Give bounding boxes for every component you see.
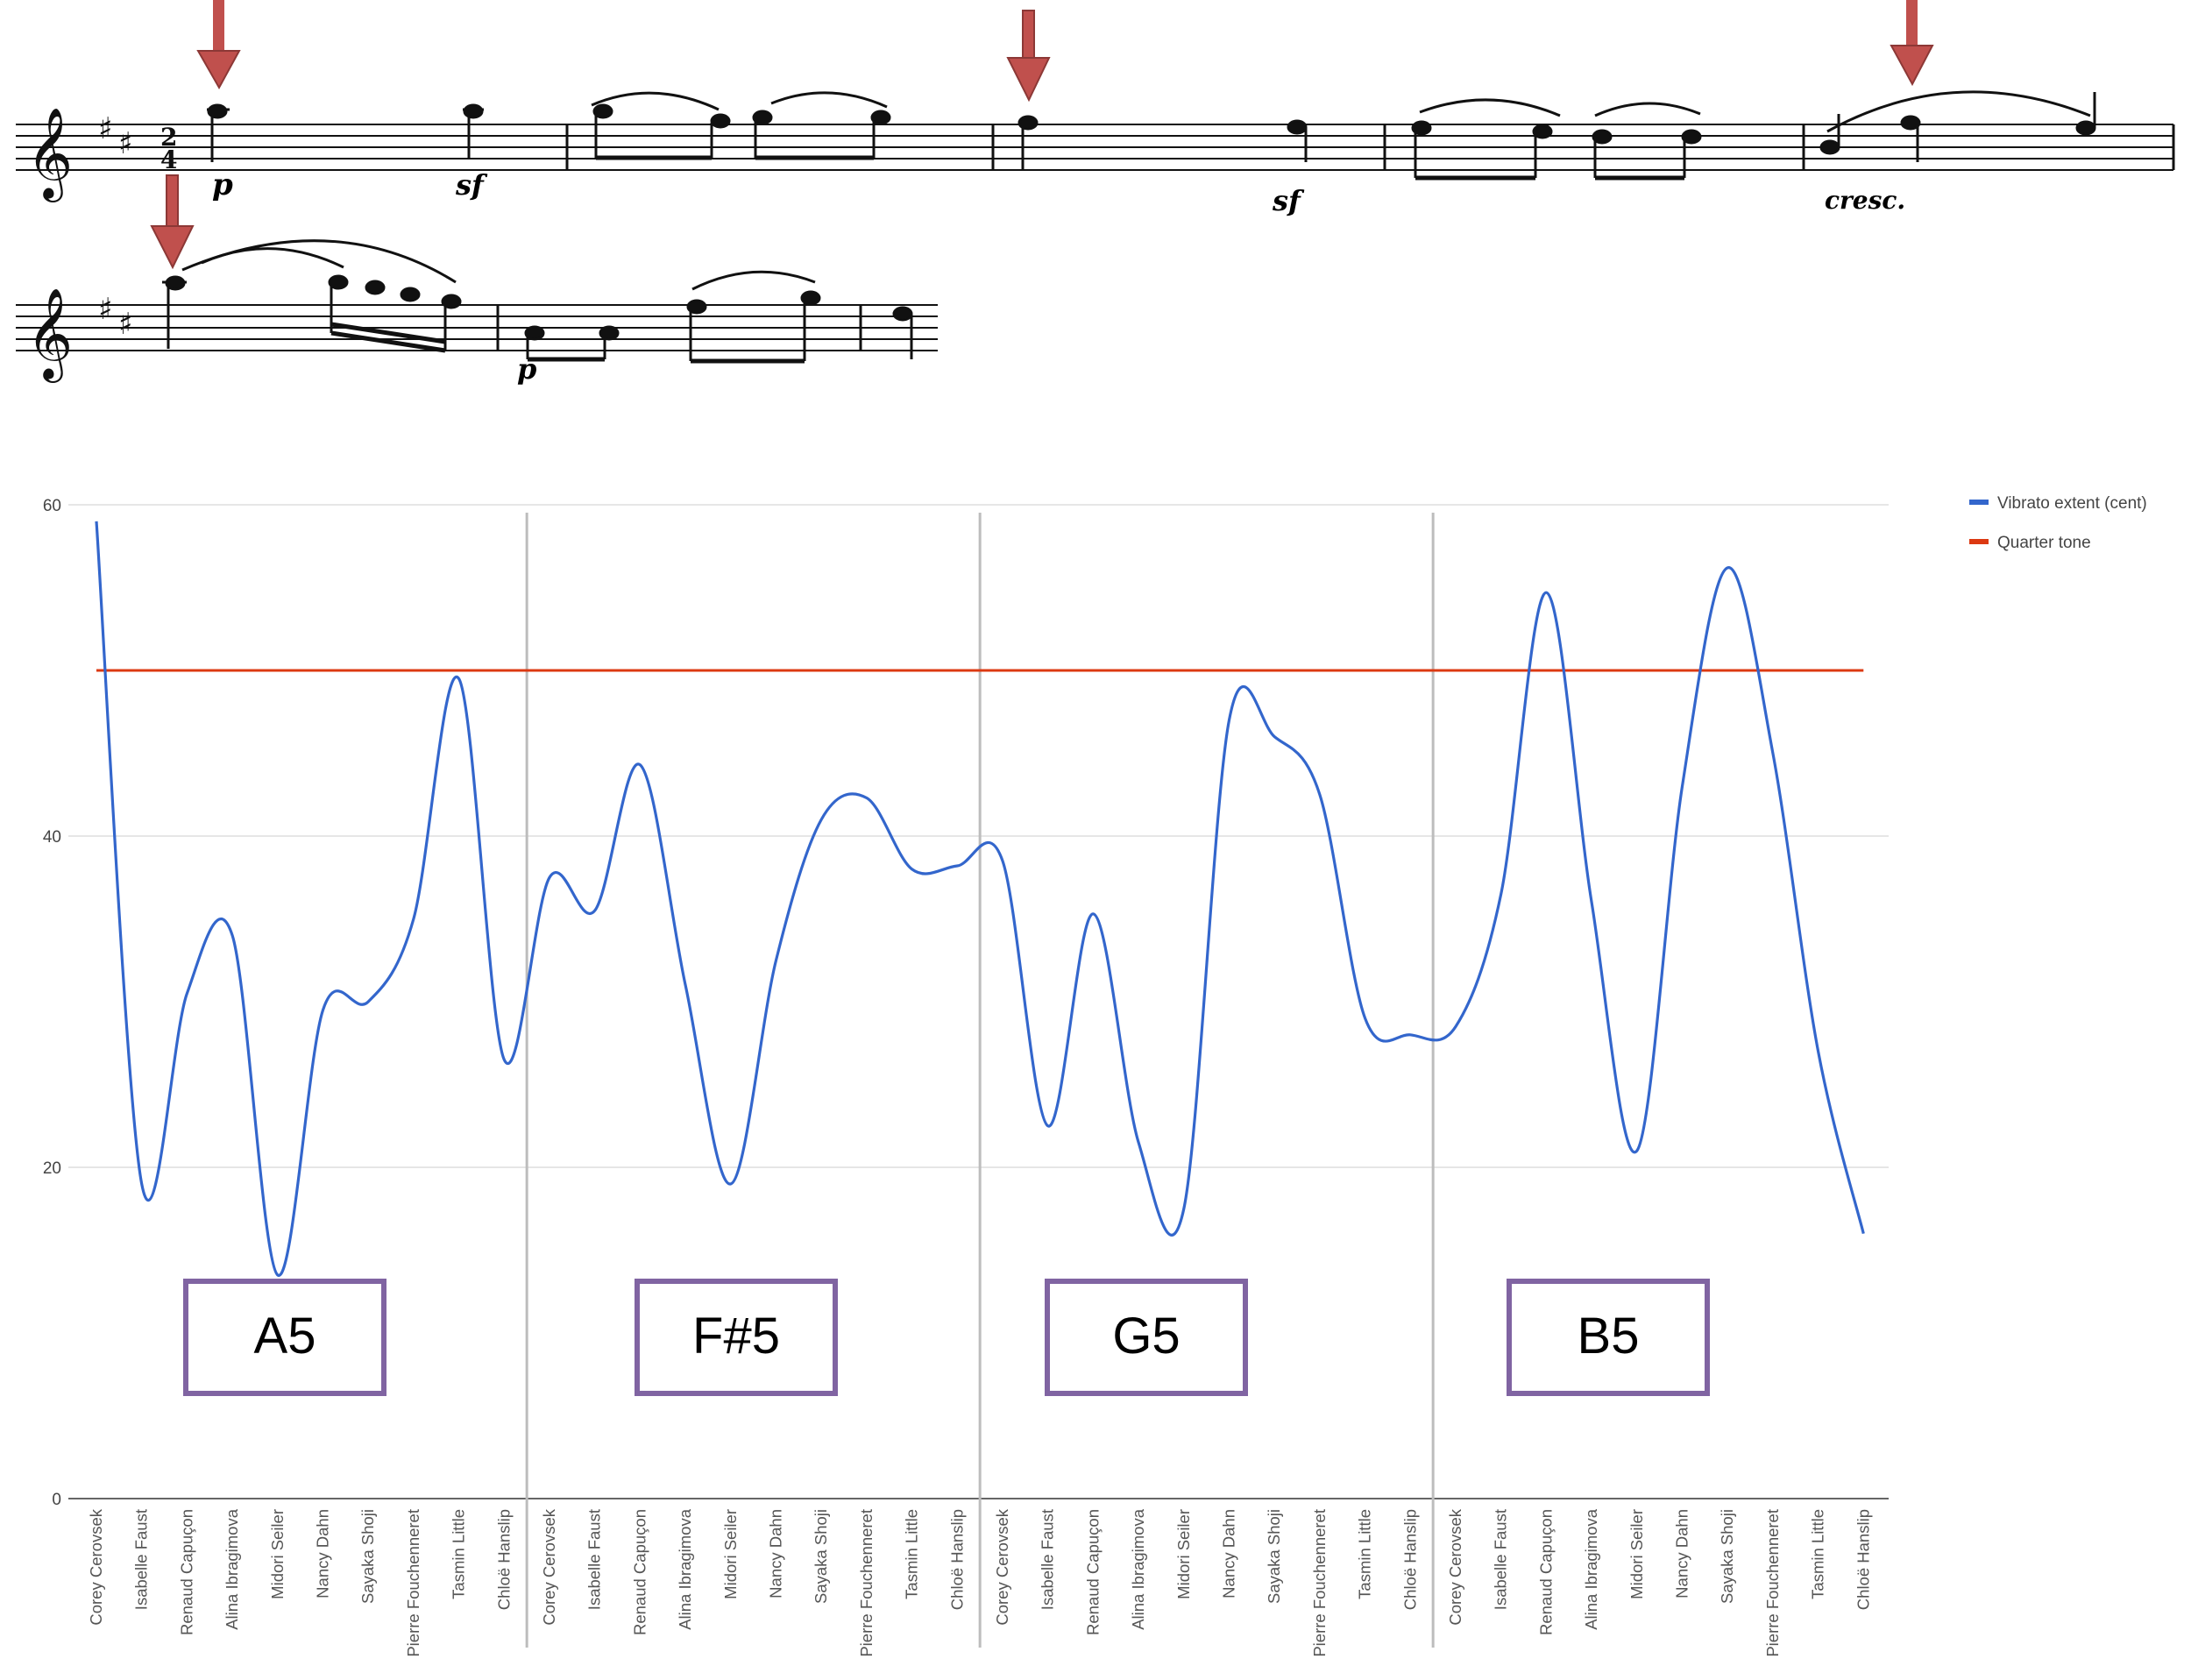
x-axis-label: Tasmin Little	[1356, 1509, 1374, 1599]
note-group-label: F#5	[692, 1308, 780, 1365]
y-gridlines	[68, 504, 1889, 1499]
note-group-label: G5	[1112, 1308, 1180, 1365]
x-axis-label: Isabelle Faust	[132, 1509, 151, 1610]
x-axis-label: Sayaka Shoji	[812, 1509, 830, 1604]
sharp-icon: ♯	[118, 126, 132, 161]
x-axis-label: Renaud Capuçon	[1536, 1509, 1555, 1635]
x-axis-label: Nancy Dahn	[767, 1509, 785, 1598]
music-score: 𝄞 ♯ ♯ 2 4 p sf sf cresc.	[16, 0, 2175, 386]
legend-label: Quarter tone	[1997, 534, 2091, 552]
sharp-icon: ♯	[98, 292, 112, 327]
x-axis-label: Nancy Dahn	[314, 1509, 332, 1598]
x-axis-label: Pierre Fouchenneret	[857, 1509, 876, 1657]
x-axis-label: Corey Cerovsek	[1446, 1508, 1464, 1625]
x-axis-label: Sayaka Shoji	[358, 1509, 377, 1604]
x-axis-label: Alina Ibragimova	[1582, 1508, 1600, 1630]
x-axis-label: Alina Ibragimova	[223, 1508, 241, 1630]
notes-system-1	[207, 92, 2096, 181]
group-dividers	[525, 513, 1435, 1648]
x-axis-label: Sayaka Shoji	[1265, 1509, 1283, 1604]
dynamic-marking: p	[517, 352, 536, 386]
x-axis-label: Chloë Hanslip	[1854, 1509, 1872, 1610]
x-axis-label: Isabelle Faust	[1039, 1509, 1057, 1610]
staff-1	[16, 124, 2175, 171]
dynamic-marking: p	[212, 167, 233, 202]
x-axis-label: Pierre Fouchenneret	[1763, 1509, 1782, 1657]
x-axis-label: Midori Seiler	[1174, 1509, 1193, 1599]
time-signature-bottom: 4	[160, 145, 177, 174]
note-arrows	[150, 0, 1934, 270]
legend-swatch	[1969, 539, 1989, 544]
x-axis-label: Pierre Fouchenneret	[404, 1509, 422, 1657]
x-axis-label: Chloë Hanslip	[1400, 1509, 1419, 1610]
chart-legend: Vibrato extent (cent) Quarter tone	[1969, 494, 2147, 552]
slurs-system-2	[181, 239, 816, 291]
y-axis-ticks: 0 20 40 60	[43, 497, 61, 1509]
note-group-box	[1507, 1279, 1710, 1396]
notes-system-2	[162, 274, 913, 364]
y-tick-label: 40	[43, 828, 61, 847]
x-axis-label: Nancy Dahn	[1673, 1509, 1691, 1598]
x-axis-label: Renaud Capuçon	[1083, 1509, 1102, 1635]
slurs-system-1	[591, 90, 2091, 133]
x-axis-label: Renaud Capuçon	[630, 1509, 649, 1635]
x-axis-label: Isabelle Faust	[1492, 1509, 1510, 1610]
note-group-box	[635, 1279, 838, 1396]
note-group-boxes: A5 F#5 G5 B5	[183, 1279, 1710, 1396]
arrow-down-icon	[1890, 0, 1934, 87]
legend-label: Vibrato extent (cent)	[1997, 494, 2147, 513]
x-axis-label: Pierre Fouchenneret	[1310, 1509, 1329, 1657]
note-group-box	[183, 1279, 386, 1396]
x-axis-label: Tasmin Little	[1809, 1509, 1827, 1599]
arrow-down-icon	[1006, 10, 1051, 103]
x-axis-labels: Corey Cerovsek Isabelle Faust Renaud Capuç…	[87, 1508, 1872, 1656]
legend-swatch	[1969, 500, 1989, 505]
treble-clef-icon: 𝄞	[26, 107, 73, 202]
x-axis-label: Corey Cerovsek	[993, 1508, 1011, 1625]
arrow-down-icon	[196, 0, 241, 90]
vibrato-line-chart: 0 20 40 60 Corey Cerovsek Isabelle Faust Rena…	[43, 494, 2147, 1657]
series-line-vibrato-extent	[95, 521, 1865, 1277]
y-tick-label: 20	[43, 1159, 61, 1178]
note-group-label: A5	[254, 1308, 316, 1365]
x-axis-label: Midori Seiler	[268, 1509, 287, 1599]
arrow-down-icon	[150, 174, 195, 270]
series-layer	[95, 521, 1865, 1277]
x-axis-label: Chloë Hanslip	[494, 1509, 513, 1610]
x-axis-label: Tasmin Little	[450, 1509, 468, 1599]
x-axis-label: Renaud Capuçon	[177, 1509, 195, 1635]
y-tick-label: 0	[52, 1491, 61, 1509]
x-axis-label: Sayaka Shoji	[1718, 1509, 1736, 1604]
x-axis-label: Tasmin Little	[903, 1509, 921, 1599]
treble-clef-icon: 𝄞	[26, 287, 73, 383]
x-axis-label: Corey Cerovsek	[540, 1508, 558, 1625]
note-group-box	[1045, 1279, 1248, 1396]
x-axis-label: Isabelle Faust	[585, 1509, 604, 1610]
x-axis-label: Nancy Dahn	[1220, 1509, 1238, 1598]
sharp-icon: ♯	[98, 111, 112, 146]
time-signature-top: 2	[160, 123, 177, 152]
y-tick-label: 60	[43, 497, 61, 515]
dynamic-marking: cresc.	[1825, 186, 1905, 215]
x-axis-label: Midori Seiler	[1627, 1509, 1646, 1599]
x-axis-label: Alina Ibragimova	[676, 1508, 694, 1630]
x-axis-label: Midori Seiler	[721, 1509, 740, 1599]
x-axis-label: Alina Ibragimova	[1129, 1508, 1147, 1630]
dynamic-marking: sf	[455, 168, 488, 202]
x-axis-label: Corey Cerovsek	[87, 1508, 105, 1625]
sharp-icon: ♯	[118, 307, 132, 342]
staff-2	[16, 304, 938, 351]
x-axis-label: Chloë Hanslip	[947, 1509, 966, 1610]
note-group-label: B5	[1578, 1308, 1640, 1365]
dynamic-marking: sf	[1272, 184, 1305, 217]
